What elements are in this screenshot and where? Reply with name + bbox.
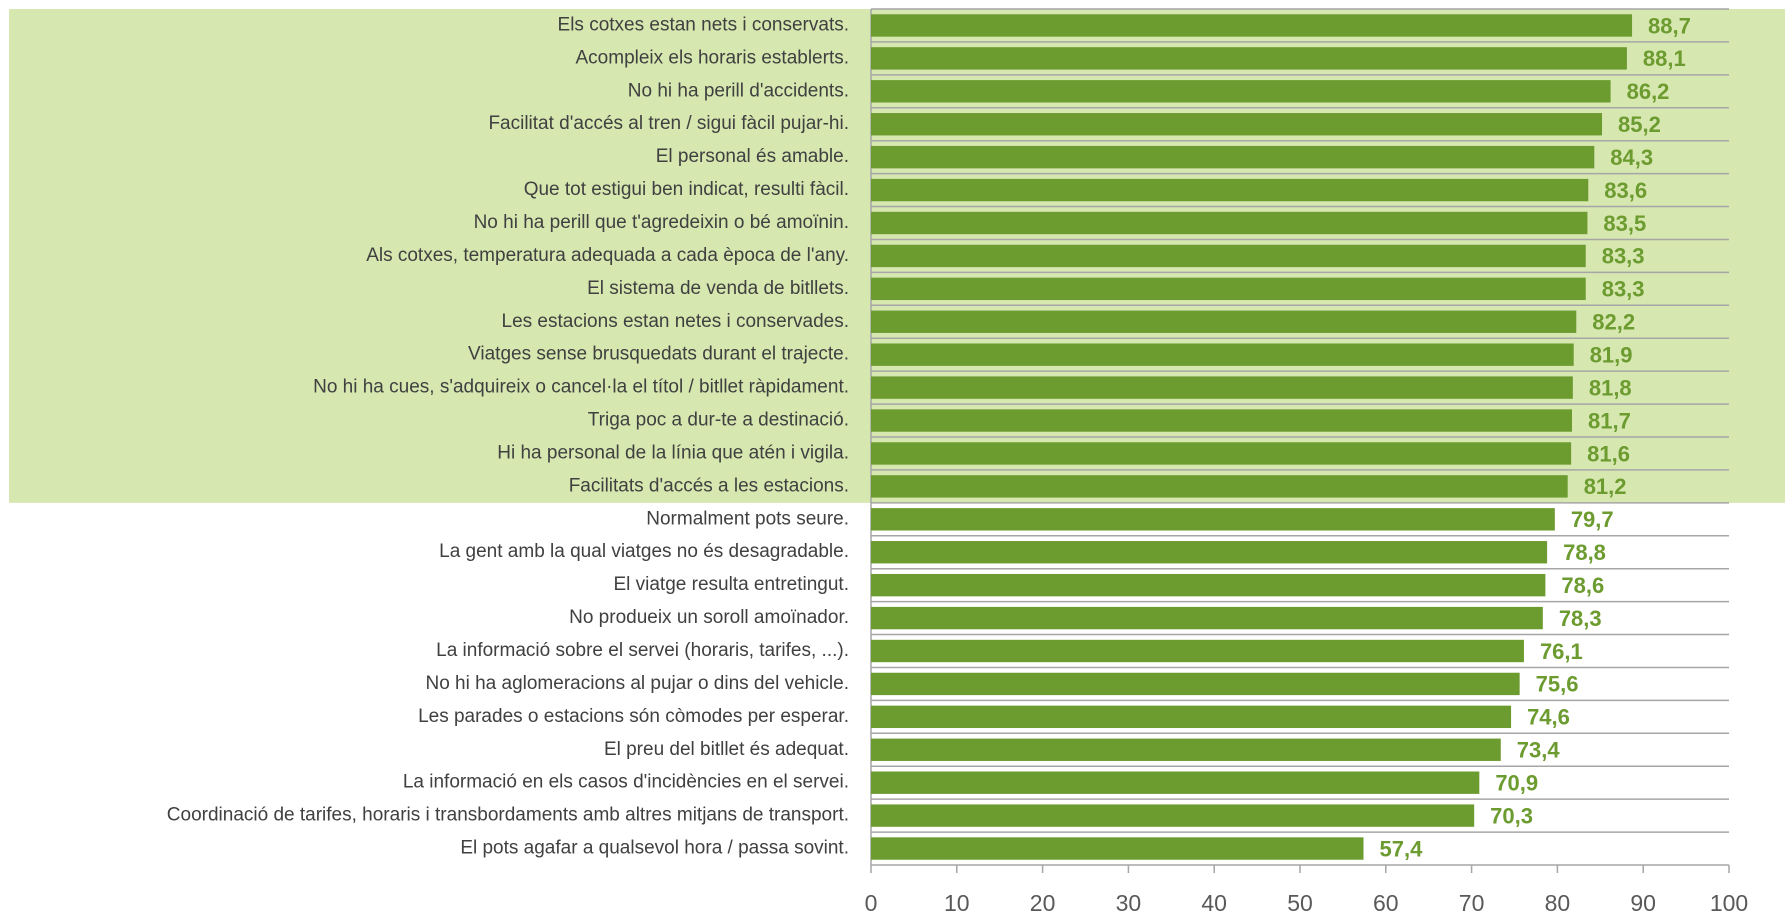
category-label: Les parades o estacions són còmodes per … xyxy=(418,706,849,727)
value-label: 57,4 xyxy=(1379,836,1423,861)
category-label: El preu del bitllet és adequat. xyxy=(604,739,849,760)
bar xyxy=(871,145,1595,169)
bar xyxy=(871,639,1524,663)
value-label: 78,6 xyxy=(1561,573,1604,598)
value-label: 78,8 xyxy=(1563,540,1606,565)
bar xyxy=(871,606,1543,630)
bar xyxy=(871,409,1572,432)
category-label: Els cotxes estan nets i conservats. xyxy=(558,14,849,35)
value-label: 88,1 xyxy=(1643,46,1686,71)
value-label: 86,2 xyxy=(1627,79,1670,104)
value-label: 70,9 xyxy=(1495,771,1538,796)
category-label: Que tot estigui ben indicat, resulti fàc… xyxy=(524,179,849,200)
category-label: Viatges sense brusquedats durant el traj… xyxy=(468,344,849,365)
value-label: 81,7 xyxy=(1588,408,1631,433)
bar xyxy=(871,541,1548,564)
category-label: Facilitats d'accés a les estacions. xyxy=(569,475,849,496)
bar xyxy=(871,244,1586,268)
bar xyxy=(871,804,1475,827)
value-label: 82,2 xyxy=(1592,310,1635,335)
category-label: No produeix un soroll amoïnador. xyxy=(569,607,849,628)
bar xyxy=(871,211,1588,235)
value-label: 81,8 xyxy=(1589,375,1632,400)
category-label: Coordinació de tarifes, horaris i transb… xyxy=(167,805,849,826)
value-label: 83,5 xyxy=(1603,211,1646,236)
bar xyxy=(871,573,1546,597)
bar xyxy=(871,277,1586,301)
x-tick-label: 30 xyxy=(1116,890,1142,916)
category-label: No hi ha perill que t'agredeixin o bé am… xyxy=(474,212,849,233)
bar xyxy=(871,113,1603,136)
x-tick-label: 0 xyxy=(865,890,878,916)
value-label: 73,4 xyxy=(1517,738,1561,763)
bar xyxy=(871,508,1555,531)
category-label: Facilitat d'accés al tren / sigui fàcil … xyxy=(488,113,849,134)
x-tick-label: 60 xyxy=(1373,890,1399,916)
value-label: 83,3 xyxy=(1602,244,1645,269)
bar xyxy=(871,376,1573,399)
value-label: 83,3 xyxy=(1602,277,1645,302)
category-label: Triga poc a dur-te a destinació. xyxy=(588,410,849,431)
value-label: 76,1 xyxy=(1540,639,1583,664)
x-tick-label: 40 xyxy=(1201,890,1227,916)
category-label: Normalment pots seure. xyxy=(646,508,849,529)
value-label: 83,6 xyxy=(1604,178,1647,203)
category-label: Les estacions estan netes i conservades. xyxy=(502,311,849,332)
bar xyxy=(871,343,1574,366)
value-label: 79,7 xyxy=(1571,507,1614,532)
category-label: El pots agafar a qualsevol hora / passa … xyxy=(460,838,849,859)
bar xyxy=(871,475,1568,498)
x-tick-label: 90 xyxy=(1630,890,1656,916)
value-label: 74,6 xyxy=(1527,705,1570,730)
x-tick-label: 100 xyxy=(1710,890,1748,916)
bar xyxy=(871,80,1611,103)
bar xyxy=(871,178,1589,202)
category-label: No hi ha aglomeracions al pujar o dins d… xyxy=(425,673,849,694)
x-tick-label: 10 xyxy=(944,890,970,916)
bar xyxy=(871,672,1520,696)
x-tick-label: 50 xyxy=(1287,890,1313,916)
bar xyxy=(871,738,1501,761)
x-tick-label: 80 xyxy=(1545,890,1571,916)
category-label: Hi ha personal de la línia que atén i vi… xyxy=(497,442,849,463)
bar xyxy=(871,771,1480,794)
value-label: 70,3 xyxy=(1490,803,1533,828)
category-label: La gent amb la qual viatges no és desagr… xyxy=(439,541,849,562)
bar xyxy=(871,705,1512,729)
value-label: 81,2 xyxy=(1584,474,1627,499)
x-tick-label: 70 xyxy=(1459,890,1485,916)
value-label: 84,3 xyxy=(1610,145,1653,170)
bar xyxy=(871,442,1572,465)
category-label: La informació en els casos d'incidències… xyxy=(403,772,849,793)
category-label: No hi ha cues, s'adquireix o cancel·la e… xyxy=(313,377,849,398)
value-label: 75,6 xyxy=(1536,672,1579,697)
value-label: 81,9 xyxy=(1590,343,1633,368)
category-label: La informació sobre el servei (horaris, … xyxy=(436,640,849,661)
value-label: 85,2 xyxy=(1618,112,1661,137)
bar xyxy=(871,14,1633,37)
category-label: El viatge resulta entretingut. xyxy=(613,574,849,595)
category-label: El personal és amable. xyxy=(656,146,849,167)
bar xyxy=(871,837,1364,860)
bar xyxy=(871,310,1577,333)
value-label: 81,6 xyxy=(1587,441,1630,466)
bar xyxy=(871,47,1627,70)
category-label: Acompleix els horaris establerts. xyxy=(576,47,850,68)
category-label: El sistema de venda de bitllets. xyxy=(587,278,849,299)
value-label: 88,7 xyxy=(1648,13,1691,38)
category-label: Als cotxes, temperatura adequada a cada … xyxy=(366,245,849,266)
value-label: 78,3 xyxy=(1559,606,1602,631)
x-tick-label: 20 xyxy=(1030,890,1056,916)
category-label: No hi ha perill d'accidents. xyxy=(628,80,849,101)
